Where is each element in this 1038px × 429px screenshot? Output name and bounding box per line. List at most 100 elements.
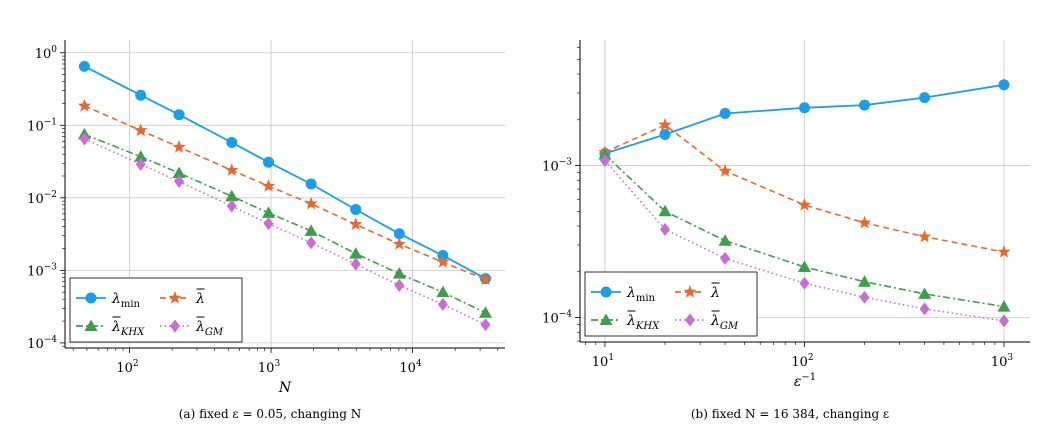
legend-marker: [170, 319, 180, 333]
data-point: [135, 89, 147, 101]
y-tick-label: 10−4: [27, 335, 57, 352]
legend-label: λKHX: [111, 319, 145, 338]
y-tick-label: 10−2: [27, 190, 57, 207]
legend-marker: [599, 313, 613, 325]
data-point: [720, 251, 731, 265]
data-point: [134, 150, 148, 162]
data-point: [797, 260, 811, 272]
data-point: [173, 109, 185, 121]
data-point: [919, 92, 931, 104]
data-point: [859, 290, 870, 304]
series-line-1: [84, 105, 486, 281]
data-point: [135, 157, 146, 171]
data-point: [659, 222, 670, 236]
data-point: [262, 206, 276, 218]
data-point: [261, 179, 276, 192]
y-tick-label: 10−3: [27, 262, 57, 279]
data-point: [718, 164, 732, 177]
legend-label: λ: [195, 291, 205, 307]
data-point: [436, 285, 450, 298]
x-tick-label: 103: [258, 359, 281, 376]
data-point: [393, 228, 405, 240]
data-point: [478, 272, 493, 286]
data-point: [658, 117, 672, 131]
x-tick-label: 104: [399, 359, 422, 376]
x-axis-label: ε−1: [794, 372, 816, 390]
legend-box: [69, 277, 243, 343]
x-tick-label: 103: [991, 353, 1014, 370]
legend-marker: [85, 292, 97, 304]
legend-label: λGM: [710, 313, 739, 332]
caption-b: (b) fixed N = 16 384, changing ε: [690, 407, 890, 421]
legend-label: λKHX: [626, 313, 660, 332]
x-tick-label: 102: [116, 359, 138, 376]
data-point: [305, 178, 317, 190]
y-tick-label: 10−3: [542, 158, 572, 175]
series-line-2: [84, 133, 486, 314]
data-point: [798, 102, 810, 114]
data-point: [997, 244, 1011, 258]
data-point: [857, 215, 872, 229]
data-point: [394, 278, 405, 292]
data-point: [172, 140, 186, 153]
legend-label: λ: [710, 285, 720, 301]
data-point: [134, 123, 148, 137]
legend-marker: [683, 285, 697, 298]
data-point: [350, 204, 362, 216]
y-tick-label: 10−1: [27, 117, 57, 134]
series-line-3: [84, 138, 486, 326]
x-tick-label: 102: [791, 353, 813, 370]
data-point: [599, 153, 610, 167]
data-point: [917, 229, 932, 243]
data-point: [263, 217, 274, 231]
data-point: [919, 302, 930, 316]
data-point: [304, 224, 318, 236]
data-point: [350, 257, 361, 271]
data-point: [392, 267, 406, 279]
data-point: [719, 108, 731, 120]
data-point: [304, 196, 318, 210]
data-point: [172, 166, 186, 178]
legend-label: λmin: [626, 285, 656, 304]
data-point: [998, 79, 1010, 91]
data-point: [480, 318, 491, 332]
legend-marker: [84, 319, 98, 331]
data-point: [306, 236, 317, 250]
data-point: [718, 234, 732, 246]
data-point: [479, 306, 493, 318]
data-point: [174, 174, 185, 188]
y-tick-label: 100: [35, 45, 58, 62]
legend-box: [584, 271, 758, 337]
y-tick-label: 10−4: [542, 310, 572, 327]
data-point: [77, 98, 92, 112]
data-point: [918, 287, 932, 299]
x-tick-label: 101: [592, 353, 614, 370]
data-point: [658, 204, 672, 217]
data-point: [226, 136, 238, 148]
legend-marker: [685, 313, 695, 327]
legend-marker: [168, 291, 182, 304]
data-point: [437, 297, 448, 311]
legend-label: λmin: [111, 291, 141, 310]
data-point: [998, 314, 1009, 328]
data-point: [997, 300, 1011, 312]
data-point: [436, 255, 450, 268]
data-point: [349, 217, 363, 231]
data-point: [79, 132, 90, 146]
data-point: [226, 199, 237, 213]
data-point: [78, 60, 90, 72]
data-point: [225, 163, 239, 176]
data-point: [392, 237, 406, 250]
data-point: [225, 189, 239, 202]
data-point: [659, 129, 671, 141]
legend-marker: [600, 286, 612, 298]
x-axis-label: N: [278, 380, 292, 396]
data-point: [349, 247, 363, 259]
data-point: [859, 99, 871, 111]
data-point: [797, 198, 812, 211]
data-point: [263, 156, 275, 168]
data-point: [598, 148, 612, 160]
chart-b: 101 102 103 10−4 10−3 ε−1 λmin λ λKHX λGM: [542, 40, 1030, 390]
